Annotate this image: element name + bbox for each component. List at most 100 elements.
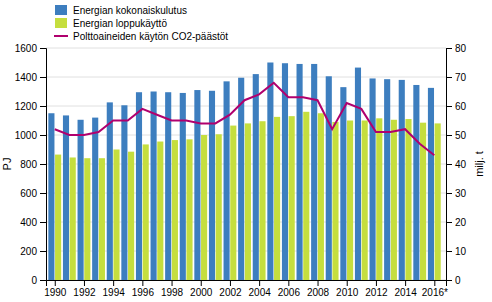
tick-label: 80 — [455, 43, 467, 54]
tick: 1600 — [15, 43, 46, 54]
tick-label: 2012 — [365, 287, 388, 298]
tick-label: 800 — [20, 159, 37, 170]
tick-label: 600 — [20, 188, 37, 199]
bar — [70, 157, 76, 280]
bar — [230, 126, 236, 280]
tick: 2002 — [219, 280, 242, 298]
tick-label: 0 — [455, 275, 461, 286]
tick: 1990 — [44, 280, 67, 298]
tick-mark — [142, 280, 143, 286]
tick-mark — [40, 77, 46, 78]
tick-label: 30 — [455, 188, 467, 199]
legend-swatch — [55, 18, 67, 28]
tick-label: 1994 — [103, 287, 126, 298]
tick-label: 2008 — [307, 287, 330, 298]
bar — [78, 120, 84, 280]
tick-label: 60 — [455, 101, 467, 112]
grid-line — [46, 77, 446, 78]
bar — [384, 79, 390, 280]
bar — [107, 102, 113, 280]
legend-item: Polttoaineiden käytön CO2-päästöt — [54, 31, 228, 42]
tick: 1400 — [15, 72, 46, 83]
chart: 1990199219941996199820002002200420062008… — [0, 0, 492, 302]
bar — [362, 121, 368, 281]
bar — [303, 112, 309, 280]
bar — [399, 80, 405, 280]
marks — [48, 63, 440, 281]
bar — [326, 76, 332, 280]
bar — [259, 121, 265, 280]
bar — [143, 144, 149, 280]
tick-mark — [446, 193, 452, 194]
tick: 0 — [446, 275, 461, 286]
bar-series — [48, 63, 434, 281]
tick: 200 — [20, 246, 46, 257]
tick-mark — [40, 106, 46, 107]
tick: 1998 — [161, 280, 184, 298]
tick-mark — [446, 164, 452, 165]
bar — [405, 119, 411, 280]
y-axis: 02004006008001000120014001600 — [15, 43, 47, 286]
tick-label: 2014 — [394, 287, 417, 298]
tick: 80 — [446, 43, 467, 54]
legend-label: Energian loppukäyttö — [73, 18, 167, 29]
tick: 10 — [446, 246, 467, 257]
bar — [376, 118, 382, 280]
bar — [355, 68, 361, 280]
tick: 2006 — [278, 280, 301, 298]
grid — [46, 48, 446, 280]
tick-mark — [55, 280, 56, 286]
tick: 2016* — [422, 280, 448, 298]
bar — [267, 63, 273, 281]
tick: 600 — [20, 188, 46, 199]
tick-label: 2016* — [422, 287, 448, 298]
tick: 2010 — [336, 280, 359, 298]
tick-mark — [201, 280, 202, 286]
bar — [224, 81, 230, 280]
tick: 2014 — [394, 280, 417, 298]
bar — [391, 120, 397, 280]
tick-label: 1400 — [15, 72, 38, 83]
bar-series — [55, 112, 441, 280]
legend-label: Energian kokonaiskulutus — [73, 5, 187, 16]
tick-mark — [405, 280, 406, 286]
bar — [413, 85, 419, 280]
tick: 30 — [446, 188, 467, 199]
bar — [63, 115, 69, 280]
legend: Energian kokonaiskulutus Energian loppukä… — [54, 5, 228, 42]
tick-label: 1996 — [132, 287, 155, 298]
bar — [347, 121, 353, 281]
bar — [194, 90, 200, 280]
bar — [157, 142, 163, 280]
bar — [113, 150, 119, 281]
tick-mark — [446, 106, 452, 107]
bar — [340, 87, 346, 280]
tick: 2004 — [249, 280, 272, 298]
tick-mark — [40, 251, 46, 252]
tick-mark — [40, 135, 46, 136]
tick-mark — [113, 280, 114, 286]
x-axis: 1990199219941996199820002002200420062008… — [44, 280, 448, 298]
bar — [92, 118, 98, 280]
tick-mark — [288, 280, 289, 286]
tick-mark — [40, 193, 46, 194]
tick: 400 — [20, 217, 46, 228]
tick-mark — [347, 280, 348, 286]
tick-label: 70 — [455, 72, 467, 83]
tick: 800 — [20, 159, 46, 170]
legend-item: Energian kokonaiskulutus — [55, 5, 187, 16]
tick: 70 — [446, 72, 467, 83]
tick-label: 1998 — [161, 287, 184, 298]
bar — [332, 122, 338, 280]
tick-label: 1000 — [15, 130, 38, 141]
tick-mark — [446, 77, 452, 78]
tick-label: 400 — [20, 217, 37, 228]
bar — [121, 105, 127, 280]
tick: 2012 — [365, 280, 388, 298]
tick: 1994 — [103, 280, 126, 298]
tick-label: 200 — [20, 246, 37, 257]
tick-label: 50 — [455, 130, 467, 141]
tick-mark — [446, 280, 452, 281]
bar — [128, 152, 134, 280]
tick-label: 1200 — [15, 101, 38, 112]
